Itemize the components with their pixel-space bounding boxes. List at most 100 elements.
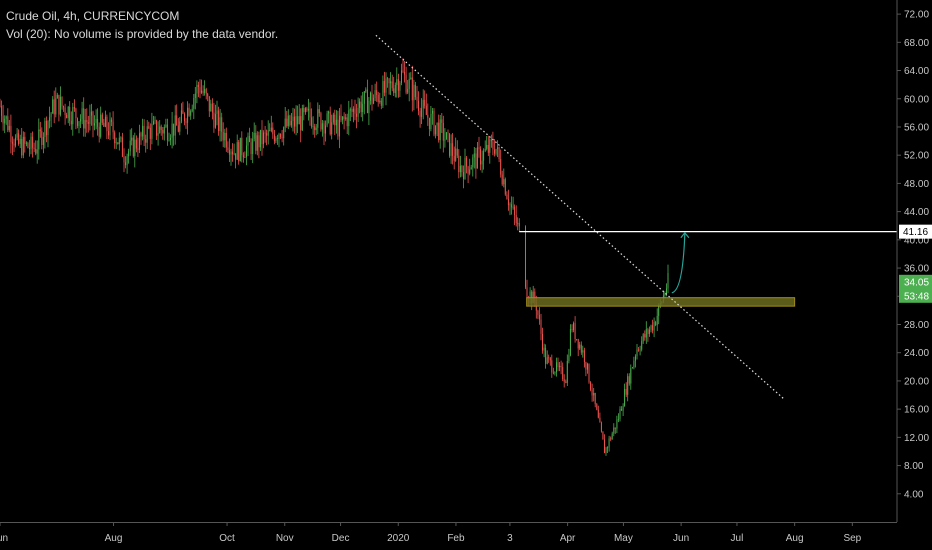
- candle-body: [163, 127, 165, 134]
- candle-body: [295, 116, 297, 127]
- candle-body: [380, 100, 382, 106]
- current-price-label: 34.05: [904, 277, 929, 288]
- candle-body: [424, 99, 426, 106]
- candle-body: [534, 291, 536, 302]
- candle-body: [577, 339, 579, 349]
- candle-body: [343, 116, 345, 119]
- candle-body: [59, 96, 61, 115]
- drawings-layer: [375, 34, 897, 400]
- candle-body: [137, 148, 139, 150]
- candle-body: [487, 145, 489, 153]
- candle-body: [427, 114, 429, 118]
- candle-body: [436, 122, 438, 126]
- candle-body: [87, 122, 89, 124]
- candle-body: [184, 113, 185, 122]
- candle-body: [501, 174, 503, 185]
- candle-body: [236, 142, 238, 160]
- candle-body: [142, 125, 144, 137]
- candle-body: [543, 347, 545, 351]
- candle-body: [135, 139, 137, 149]
- candle-body: [263, 132, 264, 144]
- candle-body: [551, 360, 553, 373]
- candle-body: [568, 355, 570, 361]
- candle-body: [627, 376, 629, 395]
- candle-body: [92, 111, 94, 126]
- candle-body: [273, 134, 275, 142]
- candle-body: [607, 447, 609, 449]
- candle-body: [8, 125, 10, 131]
- candle-body: [128, 151, 130, 157]
- y-tick-label: 48.00: [904, 179, 929, 190]
- candle-body: [249, 136, 251, 142]
- candle-body: [269, 130, 271, 132]
- candle-body: [641, 341, 643, 350]
- candle-body: [239, 137, 241, 162]
- candle-body: [199, 87, 201, 93]
- candle-body: [418, 100, 419, 111]
- candle-body: [67, 107, 69, 119]
- candle-body: [228, 150, 230, 155]
- candle-body: [166, 124, 168, 141]
- candle-body: [185, 121, 187, 123]
- volume-note: Vol (20): No volume is provided by the d…: [6, 27, 279, 41]
- candle-body: [552, 372, 554, 374]
- candle-body: [466, 157, 468, 167]
- candle-body: [58, 94, 60, 115]
- candle-body: [621, 409, 622, 411]
- candle-body: [39, 129, 41, 132]
- candle-body: [585, 362, 587, 370]
- candle-body: [311, 117, 313, 127]
- candle-body: [481, 160, 483, 165]
- candle-body: [108, 131, 109, 136]
- time-axis[interactable]: Jun Aug Oct Nov Dec 2020 Feb 3 Apr May Jun Jul Aug Se…: [0, 522, 862, 544]
- candle-body: [574, 323, 576, 340]
- candle-body: [337, 119, 339, 137]
- candle-body: [190, 111, 192, 116]
- candle-body: [608, 438, 610, 448]
- current-price-tag: [899, 274, 932, 303]
- candle-body: [118, 137, 120, 144]
- candle-body: [506, 194, 508, 199]
- candle-body: [331, 122, 333, 135]
- candle-body: [602, 431, 604, 440]
- candle-body: [478, 147, 480, 150]
- candle-body: [75, 108, 77, 119]
- candle-body: [383, 81, 385, 93]
- candle-body: [348, 110, 350, 127]
- candle-body: [325, 125, 326, 134]
- candle-body: [458, 155, 460, 173]
- candle-body: [11, 141, 13, 144]
- candle-body: [435, 125, 437, 135]
- candle-body: [101, 114, 103, 123]
- candle-body: [497, 147, 499, 149]
- candle-body: [255, 133, 257, 151]
- candle-body: [433, 110, 435, 135]
- candle-body: [472, 157, 474, 168]
- candle-body: [210, 103, 212, 112]
- candle-body: [44, 120, 46, 137]
- candle-body: [605, 447, 607, 454]
- candle-body: [18, 133, 20, 144]
- candle-body: [284, 118, 286, 128]
- candle-body: [2, 115, 4, 124]
- candle-body: [413, 84, 415, 101]
- candle-body: [565, 381, 567, 383]
- candle-body: [123, 156, 125, 163]
- x-tick-label: 3: [507, 533, 513, 544]
- candle-body: [129, 140, 131, 152]
- candle-body: [635, 356, 636, 361]
- candle-body: [509, 204, 511, 206]
- candle-body: [235, 153, 237, 160]
- candle-body: [494, 149, 495, 154]
- candle-body: [470, 167, 472, 170]
- candle-body: [275, 138, 277, 142]
- candle-body: [652, 325, 653, 331]
- trendline: [375, 34, 784, 400]
- candle-body: [625, 389, 627, 395]
- candle-body: [455, 148, 457, 161]
- candle-body: [554, 372, 556, 374]
- projection-arrow: [671, 232, 686, 294]
- candle-body: [571, 329, 573, 330]
- candle-body: [511, 204, 512, 208]
